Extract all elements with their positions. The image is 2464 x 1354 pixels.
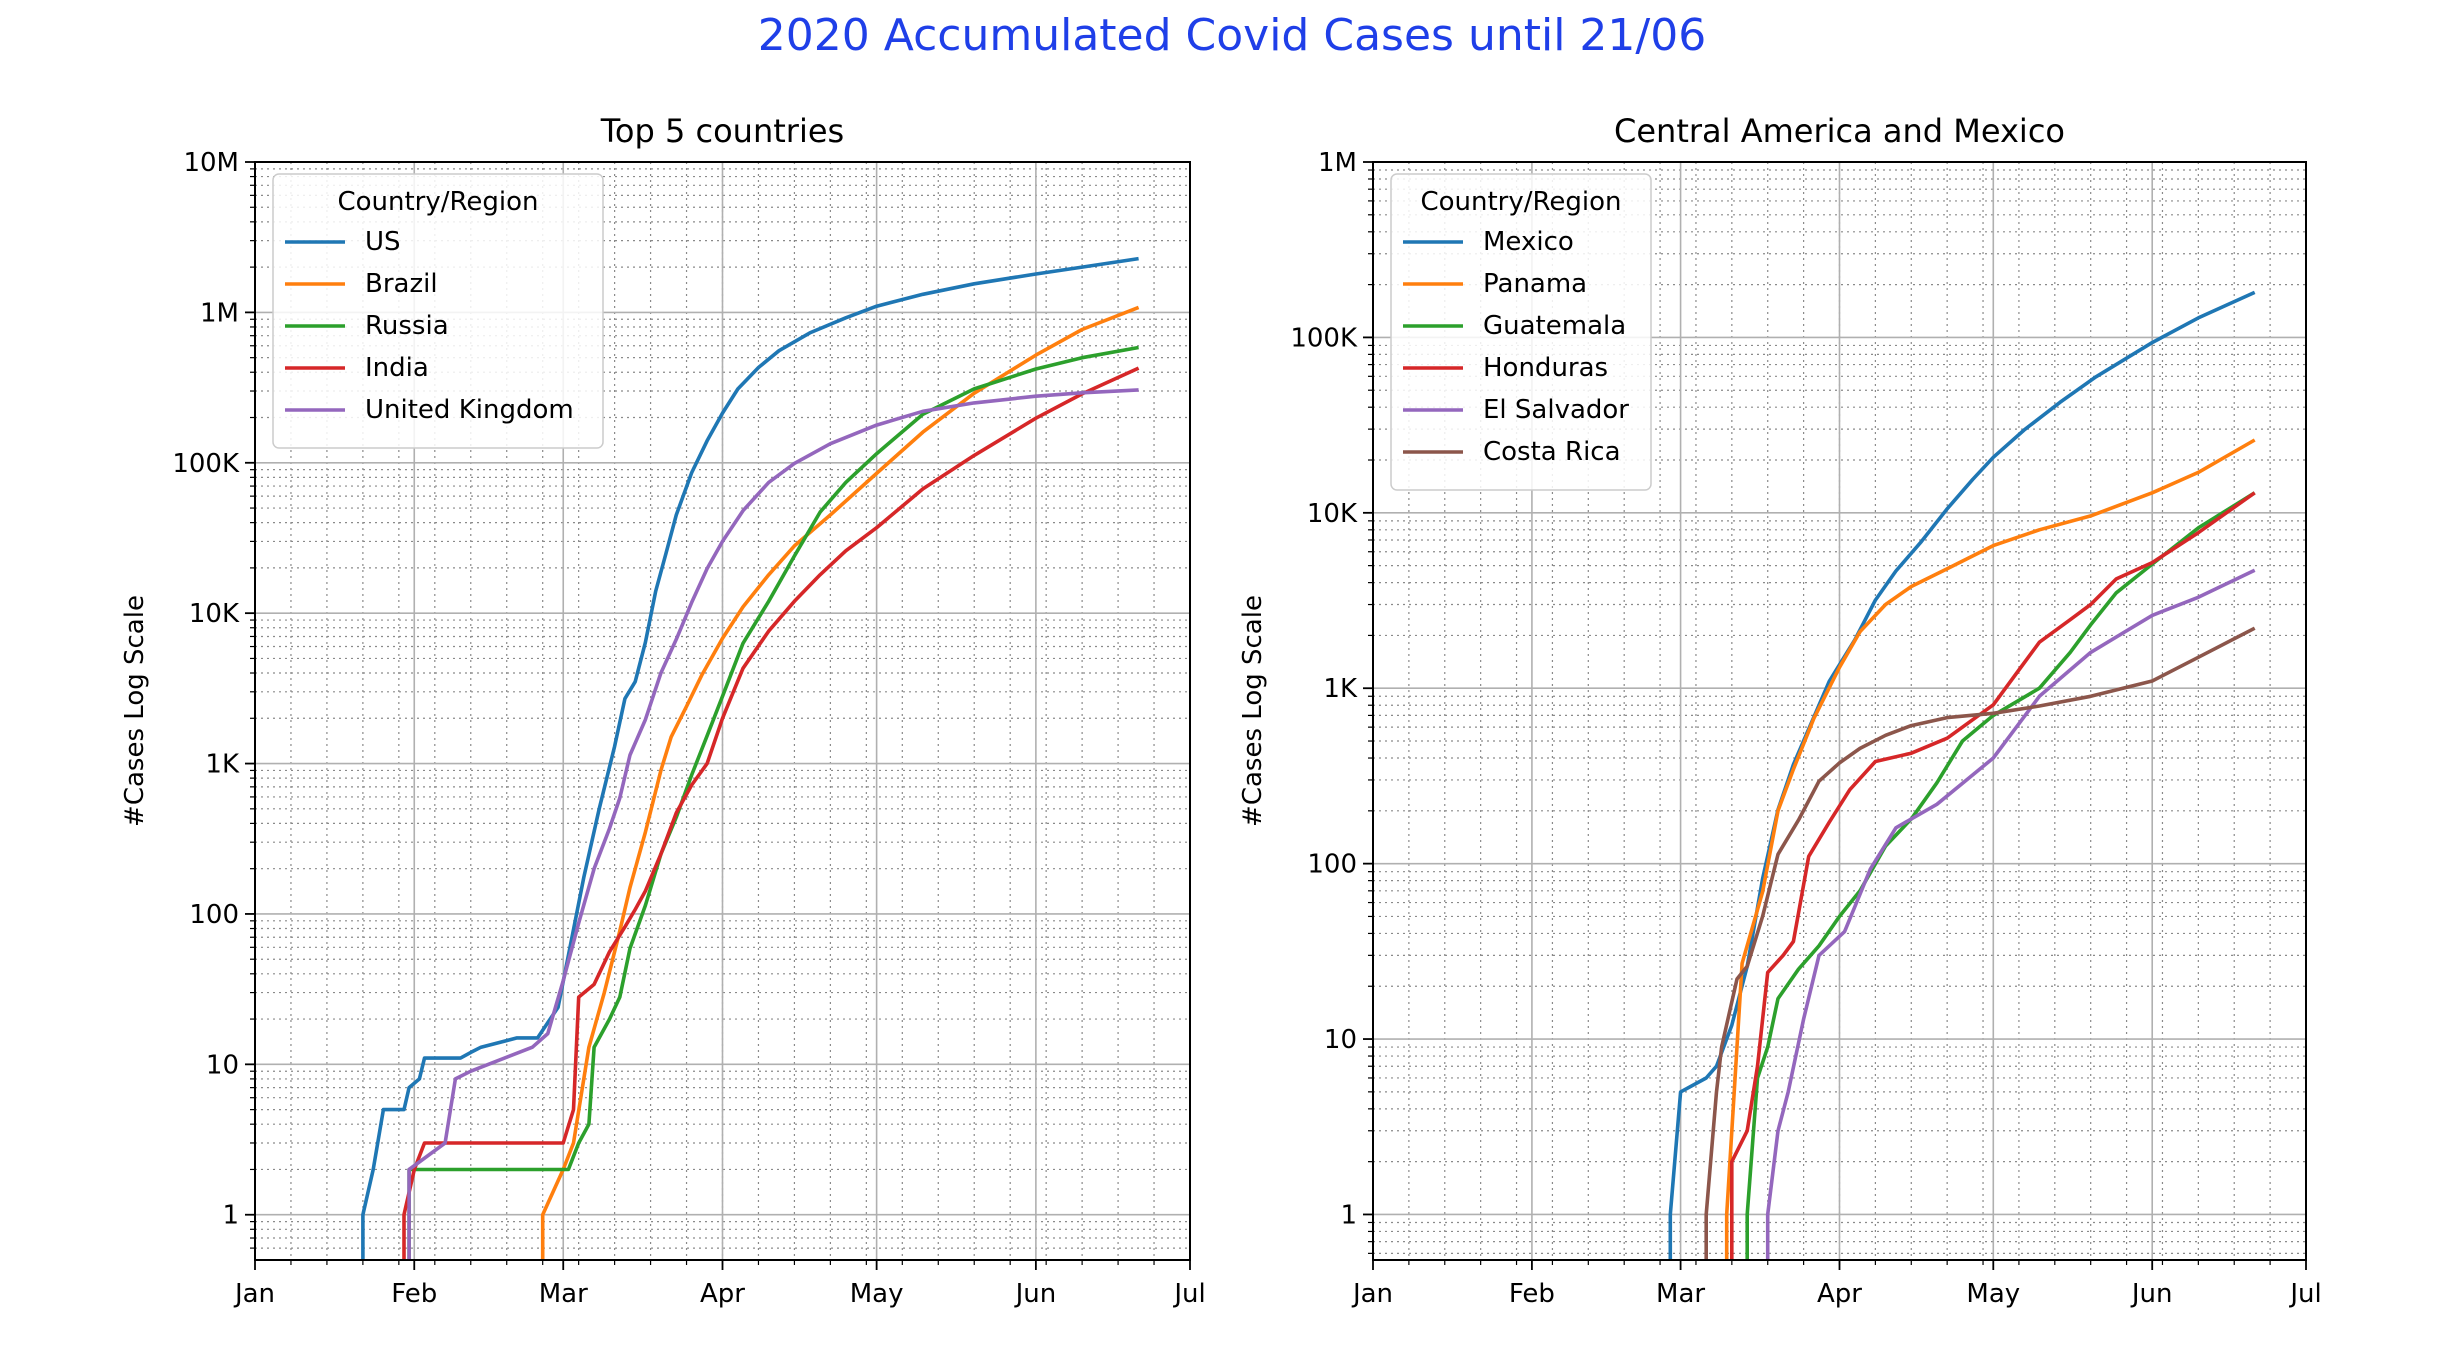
y-tick-label: 100K bbox=[1290, 323, 1358, 353]
y-tick-label: 1M bbox=[1318, 148, 1357, 178]
series-line-brazil bbox=[540, 305, 1140, 1260]
x-tick-label: Mar bbox=[539, 1279, 588, 1309]
series-line-honduras bbox=[1730, 491, 2256, 1260]
legend-label-india: India bbox=[365, 353, 429, 383]
chart-top-5-countries: 1 10 100 1K 10K 100K 1M 10M Jan Feb Mar Apr May Jun Ju… bbox=[120, 112, 1206, 1309]
y-tick-label: 10K bbox=[189, 599, 240, 629]
y-tick-label: 1 bbox=[1340, 1200, 1357, 1230]
x-tick-label: Jan bbox=[233, 1279, 275, 1309]
legend-label-costa-rica: Costa Rica bbox=[1483, 437, 1621, 467]
x-tick-label: Feb bbox=[1509, 1279, 1555, 1309]
legend-label-panama: Panama bbox=[1483, 269, 1587, 299]
y-tick-label: 1M bbox=[200, 298, 239, 328]
y-tick-label: 10M bbox=[183, 148, 239, 178]
legend-label-mexico: Mexico bbox=[1483, 227, 1574, 257]
x-tick-label: Jul bbox=[1172, 1279, 1205, 1309]
y-tick-label: 1K bbox=[1323, 674, 1358, 704]
x-tick-label: May bbox=[850, 1279, 904, 1309]
x-tick-label: Jun bbox=[1014, 1279, 1057, 1309]
series-line-us bbox=[361, 256, 1139, 1260]
x-tick-label: Jan bbox=[1351, 1279, 1393, 1309]
y-tick-label: 100 bbox=[189, 900, 239, 930]
legend-label-guatemala: Guatemala bbox=[1483, 311, 1626, 341]
legend: Country/Region Mexico Panama Guatemala Hondu… bbox=[1390, 173, 1652, 491]
x-tick-label: Jun bbox=[2130, 1279, 2173, 1309]
series-line-el-salvador bbox=[1765, 568, 2256, 1260]
legend-title: Country/Region bbox=[337, 187, 538, 217]
y-tick-label: 100 bbox=[1307, 850, 1357, 880]
series-line-russia bbox=[407, 345, 1139, 1260]
series-line-india bbox=[402, 366, 1140, 1260]
chart-central-america-and-mexico: 1 10 100 1K 10K 100K 1M Jan Feb Mar Apr May Jun Jul Ce… bbox=[1238, 112, 2322, 1309]
y-tick-label: 10K bbox=[1307, 499, 1358, 529]
legend-label-us: US bbox=[365, 227, 401, 257]
y-axis-label: #Cases Log Scale bbox=[120, 595, 150, 827]
legend-title: Country/Region bbox=[1420, 187, 1621, 217]
legend-label-united-kingdom: United Kingdom bbox=[365, 395, 574, 425]
legend-label-honduras: Honduras bbox=[1483, 353, 1608, 383]
x-tick-label: Feb bbox=[391, 1279, 437, 1309]
x-tick-label: Apr bbox=[1817, 1279, 1862, 1309]
series-line-mexico bbox=[1668, 290, 2256, 1260]
chart-title: Central America and Mexico bbox=[1614, 112, 2065, 150]
y-tick-label: 10 bbox=[1324, 1025, 1357, 1055]
series-line-united-kingdom bbox=[407, 388, 1139, 1260]
y-tick-label: 1K bbox=[205, 750, 240, 780]
x-tick-label: Apr bbox=[700, 1279, 745, 1309]
legend-label-brazil: Brazil bbox=[365, 269, 438, 299]
x-tick-label: May bbox=[1966, 1279, 2020, 1309]
series-line-panama bbox=[1724, 438, 2256, 1260]
y-tick-label: 1 bbox=[222, 1201, 239, 1231]
chart-title: Top 5 countries bbox=[600, 112, 844, 150]
figure-title: 2020 Accumulated Covid Cases until 21/06 bbox=[758, 10, 1706, 61]
y-axis-label: #Cases Log Scale bbox=[1238, 595, 1268, 827]
y-tick-label: 100K bbox=[172, 449, 240, 479]
series-lines bbox=[361, 256, 1140, 1260]
legend-label-el-salvador: El Salvador bbox=[1483, 395, 1629, 425]
legend: Country/Region US Brazil Russia India United … bbox=[272, 173, 604, 449]
series-line-costa-rica bbox=[1704, 626, 2256, 1260]
legend-label-russia: Russia bbox=[365, 311, 449, 341]
y-tick-label: 10 bbox=[206, 1050, 239, 1080]
x-tick-label: Mar bbox=[1656, 1279, 1705, 1309]
series-lines bbox=[1668, 290, 2256, 1260]
legend-box bbox=[272, 173, 604, 449]
x-tick-label: Jul bbox=[2288, 1279, 2321, 1309]
